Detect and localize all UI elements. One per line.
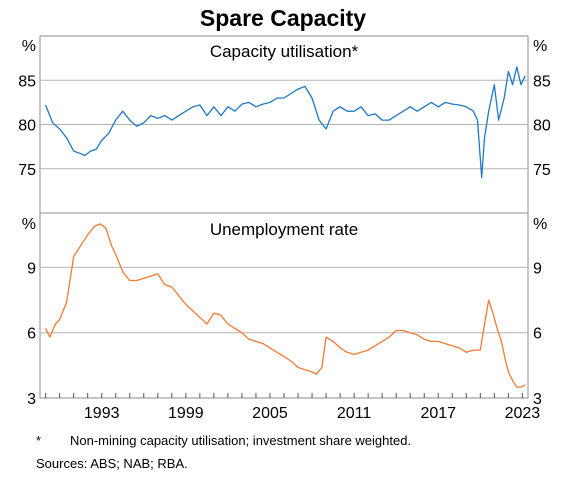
- y-tick-label-left: 80: [18, 118, 36, 135]
- x-axis-labels: 1993 1999 2005 2011 2017 2023: [84, 405, 540, 422]
- panel-2-grid: [40, 266, 528, 334]
- y-tick-label-left: 9: [27, 260, 36, 277]
- y-tick-label-right: 85: [533, 73, 551, 90]
- footnote-marker: *: [36, 433, 42, 448]
- x-tick-label: 2017: [420, 405, 456, 422]
- y-tick-label-left: 6: [27, 326, 36, 343]
- panel-1-unit-left: %: [22, 38, 36, 55]
- panel-1-ticks: 75 75 80 80 85 85: [18, 73, 551, 179]
- x-tick-label: 1993: [84, 405, 120, 422]
- y-tick-label-right: 3: [533, 391, 542, 408]
- y-tick-label-left: 75: [18, 162, 36, 179]
- sources-note: Sources: ABS; NAB; RBA.: [36, 456, 188, 471]
- panel-2-title: Unemployment rate: [210, 220, 358, 239]
- capacity-utilisation-line: [44, 66, 526, 179]
- panel-2-unit-right: %: [533, 216, 547, 233]
- y-tick-label-right: 9: [533, 260, 542, 277]
- x-tick-label: 1999: [168, 405, 204, 422]
- unemployment-rate-line: [45, 223, 526, 388]
- footnote-text: Non-mining capacity utilisation; investm…: [70, 433, 412, 448]
- y-tick-label-right: 75: [533, 162, 551, 179]
- panel-1-unit-right: %: [533, 38, 547, 55]
- x-tick-label: 2023: [505, 405, 541, 422]
- y-tick-label-left: 85: [18, 73, 36, 90]
- y-tick-label-left: 3: [27, 391, 36, 408]
- panel-2-unit-left: %: [22, 216, 36, 233]
- panel-1-grid: [40, 79, 528, 170]
- y-tick-label-right: 6: [533, 326, 542, 343]
- x-tick-label: 2011: [337, 405, 372, 422]
- x-tick-label: 2005: [252, 405, 288, 422]
- panel-2-ticks: 3 3 6 6 9 9: [27, 260, 542, 408]
- panel-2-frame: [39, 212, 529, 399]
- chart-title: Spare Capacity: [200, 5, 366, 31]
- y-tick-label-right: 80: [533, 118, 551, 135]
- panel-1-title: Capacity utilisation*: [210, 42, 359, 61]
- x-axis-ticks: [45, 393, 523, 398]
